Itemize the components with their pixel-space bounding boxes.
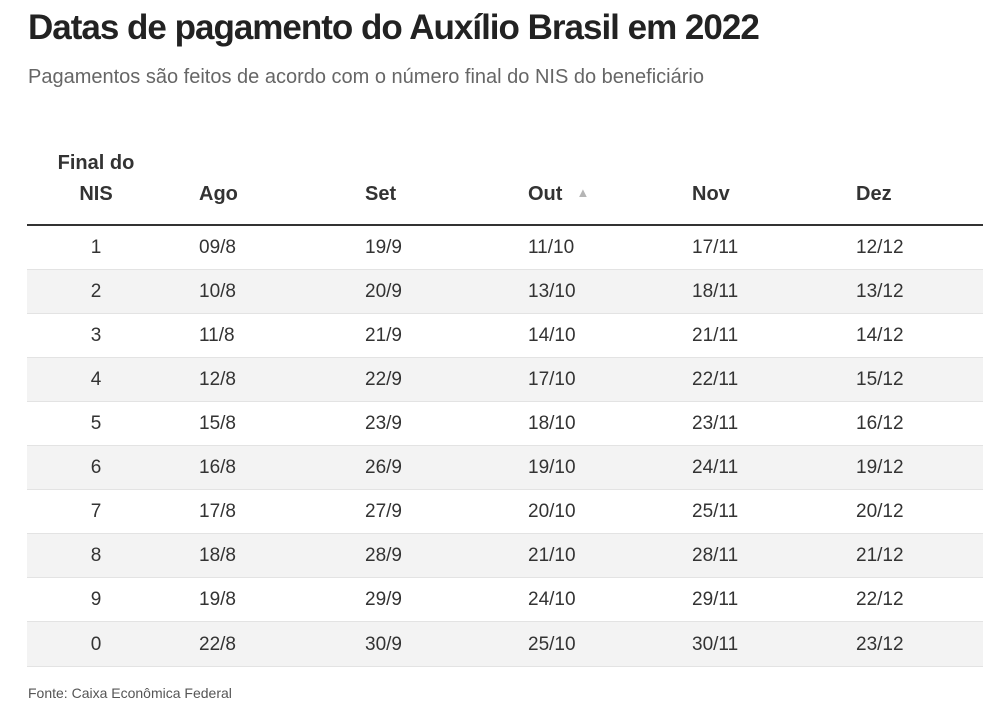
column-header-set[interactable]: Set bbox=[331, 134, 494, 226]
cell-nov: 22/11 bbox=[658, 357, 822, 402]
cell-out: 25/10 bbox=[494, 621, 658, 667]
cell-set: 21/9 bbox=[331, 313, 494, 358]
table-row: 0 22/8 30/9 25/10 30/11 23/12 bbox=[27, 621, 983, 667]
table-row: 5 15/8 23/9 18/10 23/11 16/12 bbox=[27, 401, 983, 446]
cell-final-nis: 1 bbox=[27, 225, 165, 270]
column-header-label: Set bbox=[365, 183, 397, 205]
column-header-final-nis-line1: Final do bbox=[57, 152, 135, 174]
cell-out: 13/10 bbox=[494, 269, 658, 314]
column-header-final-nis[interactable]: Final do NIS bbox=[27, 134, 165, 226]
column-header-label: Nov bbox=[692, 183, 730, 205]
cell-dez: 22/12 bbox=[822, 577, 983, 622]
cell-set: 28/9 bbox=[331, 533, 494, 578]
cell-nov: 21/11 bbox=[658, 313, 822, 358]
cell-set: 27/9 bbox=[331, 489, 494, 534]
header-row: Final do NIS Ago Set Out ▲ Nov Dez bbox=[27, 134, 983, 226]
cell-set: 19/9 bbox=[331, 225, 494, 270]
column-header-nov[interactable]: Nov bbox=[658, 134, 822, 226]
page-title: Datas de pagamento do Auxílio Brasil em … bbox=[28, 8, 760, 47]
cell-set: 29/9 bbox=[331, 577, 494, 622]
table-header: Final do NIS Ago Set Out ▲ Nov Dez bbox=[27, 134, 983, 226]
cell-nov: 25/11 bbox=[658, 489, 822, 534]
cell-nov: 30/11 bbox=[658, 621, 822, 667]
cell-final-nis: 7 bbox=[27, 489, 165, 534]
cell-ago: 22/8 bbox=[165, 621, 331, 667]
cell-dez: 21/12 bbox=[822, 533, 983, 578]
cell-final-nis: 3 bbox=[27, 313, 165, 358]
cell-out: 11/10 bbox=[494, 225, 658, 270]
cell-dez: 15/12 bbox=[822, 357, 983, 402]
cell-out: 17/10 bbox=[494, 357, 658, 402]
cell-out: 20/10 bbox=[494, 489, 658, 534]
table-row: 1 09/8 19/9 11/10 17/11 12/12 bbox=[27, 225, 983, 270]
table-row: 9 19/8 29/9 24/10 29/11 22/12 bbox=[27, 577, 983, 622]
cell-out: 14/10 bbox=[494, 313, 658, 358]
payment-dates-table: Final do NIS Ago Set Out ▲ Nov Dez bbox=[27, 134, 983, 667]
cell-set: 22/9 bbox=[331, 357, 494, 402]
column-header-label: Out bbox=[528, 182, 563, 205]
table-row: 7 17/8 27/9 20/10 25/11 20/12 bbox=[27, 489, 983, 534]
cell-nov: 17/11 bbox=[658, 225, 822, 270]
column-header-out[interactable]: Out ▲ bbox=[494, 134, 658, 226]
cell-out: 24/10 bbox=[494, 577, 658, 622]
cell-nov: 23/11 bbox=[658, 401, 822, 446]
cell-dez: 16/12 bbox=[822, 401, 983, 446]
cell-out: 18/10 bbox=[494, 401, 658, 446]
column-header-dez[interactable]: Dez bbox=[822, 134, 983, 226]
table-body: 1 09/8 19/9 11/10 17/11 12/12 2 10/8 20/9 13/10 18… bbox=[27, 225, 983, 667]
cell-final-nis: 5 bbox=[27, 401, 165, 446]
cell-out: 19/10 bbox=[494, 445, 658, 490]
column-header-label: Dez bbox=[856, 183, 892, 205]
cell-dez: 14/12 bbox=[822, 313, 983, 358]
cell-ago: 11/8 bbox=[165, 313, 331, 358]
cell-ago: 12/8 bbox=[165, 357, 331, 402]
cell-ago: 19/8 bbox=[165, 577, 331, 622]
page-subtitle: Pagamentos são feitos de acordo com o nú… bbox=[28, 66, 704, 88]
cell-nov: 18/11 bbox=[658, 269, 822, 314]
cell-final-nis: 4 bbox=[27, 357, 165, 402]
table-row: 3 11/8 21/9 14/10 21/11 14/12 bbox=[27, 313, 983, 358]
cell-nov: 29/11 bbox=[658, 577, 822, 622]
source-note: Fonte: Caixa Econômica Federal bbox=[28, 685, 232, 701]
column-header-label: Ago bbox=[199, 183, 238, 205]
cell-dez: 23/12 bbox=[822, 621, 983, 667]
table-row: 4 12/8 22/9 17/10 22/11 15/12 bbox=[27, 357, 983, 402]
cell-ago: 15/8 bbox=[165, 401, 331, 446]
cell-ago: 09/8 bbox=[165, 225, 331, 270]
column-header-ago[interactable]: Ago bbox=[165, 134, 331, 226]
sort-ascending-icon[interactable]: ▲ bbox=[576, 185, 590, 200]
table-row: 8 18/8 28/9 21/10 28/11 21/12 bbox=[27, 533, 983, 578]
cell-nov: 24/11 bbox=[658, 445, 822, 490]
cell-final-nis: 9 bbox=[27, 577, 165, 622]
cell-final-nis: 8 bbox=[27, 533, 165, 578]
cell-ago: 18/8 bbox=[165, 533, 331, 578]
cell-set: 26/9 bbox=[331, 445, 494, 490]
cell-dez: 20/12 bbox=[822, 489, 983, 534]
cell-final-nis: 2 bbox=[27, 269, 165, 314]
cell-final-nis: 0 bbox=[27, 621, 165, 667]
cell-set: 30/9 bbox=[331, 621, 494, 667]
cell-ago: 17/8 bbox=[165, 489, 331, 534]
cell-set: 20/9 bbox=[331, 269, 494, 314]
table-row: 2 10/8 20/9 13/10 18/11 13/12 bbox=[27, 269, 983, 314]
column-header-final-nis-line2: NIS bbox=[79, 183, 113, 205]
cell-nov: 28/11 bbox=[658, 533, 822, 578]
cell-final-nis: 6 bbox=[27, 445, 165, 490]
cell-ago: 10/8 bbox=[165, 269, 331, 314]
cell-out: 21/10 bbox=[494, 533, 658, 578]
cell-dez: 19/12 bbox=[822, 445, 983, 490]
cell-set: 23/9 bbox=[331, 401, 494, 446]
cell-dez: 12/12 bbox=[822, 225, 983, 270]
cell-dez: 13/12 bbox=[822, 269, 983, 314]
cell-ago: 16/8 bbox=[165, 445, 331, 490]
payment-dates-table-container: Final do NIS Ago Set Out ▲ Nov Dez bbox=[27, 134, 983, 667]
table-row: 6 16/8 26/9 19/10 24/11 19/12 bbox=[27, 445, 983, 490]
